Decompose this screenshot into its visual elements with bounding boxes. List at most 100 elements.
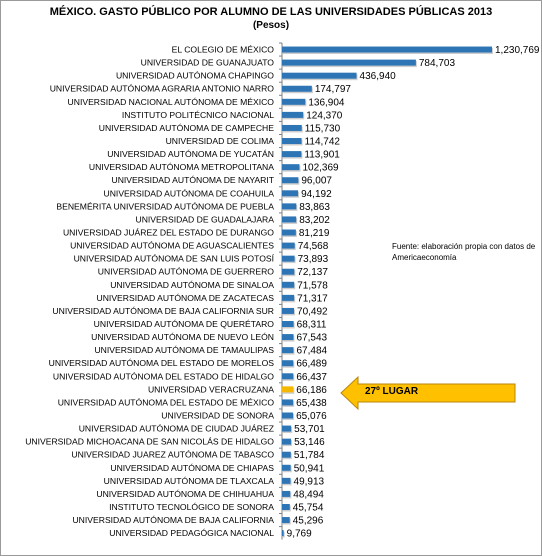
data-label: 65,438: [296, 398, 327, 409]
bar: [282, 425, 292, 432]
category-label: UNIVERSIDAD DE COLIMA: [166, 136, 275, 146]
data-label: 74,568: [298, 241, 329, 252]
source-annotation: Fuente: elaboración propia con datos de …: [392, 242, 536, 262]
bar: [282, 477, 291, 484]
data-label: 66,186: [296, 385, 327, 396]
category-label: UNIVERSIDAD AUTÓNOMA DE NUEVO LEÓN: [91, 332, 274, 342]
category-label: UNIVERSIDAD JUAREZ AUTÓNOMA DE TABASCO: [71, 450, 274, 460]
data-label: 71,317: [297, 293, 328, 304]
data-label: 72,137: [297, 267, 328, 278]
category-label: UNIVERSIDAD AUTÓNOMA DE BAJA CALIFORNIA …: [52, 306, 274, 316]
data-label: 70,492: [297, 306, 328, 317]
bar: [282, 412, 294, 419]
data-label: 784,703: [419, 58, 456, 69]
chart-title: MÉXICO. GASTO PÚBLICO POR ALUMNO DE LAS …: [49, 6, 493, 18]
category-label: UNIVERSIDAD DE GUANAJUATO: [141, 58, 275, 68]
bar: [282, 72, 357, 79]
category-label: UNIVERSIDAD AUTÓNOMA DE SINALOA: [110, 280, 274, 290]
bar: [282, 138, 302, 145]
bar: [282, 46, 492, 53]
data-label: 67,543: [297, 333, 328, 344]
category-label: UNIVERSIDAD AUTÓNOMA DEL ESTADO DE MÉXIC…: [58, 397, 275, 407]
category-label: UNIVERSIDAD VERACRUZANA: [148, 384, 274, 394]
data-label: 83,863: [299, 202, 330, 213]
bar: [282, 255, 295, 262]
bar: [282, 190, 299, 197]
bar: [282, 164, 300, 171]
category-label: UNIVERSIDAD NACIONAL AUTÓNOMA DE MÉXICO: [68, 97, 275, 107]
data-label: 96,007: [301, 176, 332, 187]
category-label: UNIVERSIDAD AUTÓNOMA DE CAMPECHE: [99, 123, 275, 133]
data-label: 136,904: [308, 97, 345, 108]
bar: [282, 229, 296, 236]
category-label: UNIVERSIDAD MICHOACANA DE SAN NICOLÁS DE…: [25, 437, 274, 447]
bar: [282, 503, 290, 510]
data-label: 45,296: [293, 516, 324, 527]
rank-callout-arrow: [340, 375, 516, 411]
category-label: UNIVERSIDAD AUTÓNOMA DE GUERRERO: [98, 267, 275, 277]
category-label: UNIVERSIDAD AUTÓNOMA CHAPINGO: [116, 71, 274, 81]
data-label: 83,202: [299, 215, 330, 226]
category-label: UNIVERSIDAD AUTÓNOMA DE YUCATÁN: [107, 149, 274, 159]
category-label: UNIVERSIDAD PEDAGÓGICA NACIONAL: [109, 528, 274, 538]
category-label: UNIVERSIDAD AUTÓNOMA DE ZACATECAS: [97, 293, 275, 303]
bar: [282, 151, 302, 158]
bar: [282, 98, 306, 105]
chart-subtitle: (Pesos): [252, 20, 290, 31]
data-label: 9,769: [287, 529, 312, 540]
category-label: UNIVERSIDAD JUÁREZ DEL ESTADO DE DURANGO: [63, 228, 274, 238]
data-label: 45,754: [293, 502, 324, 513]
category-label: EL COLEGIO DE MÉXICO: [172, 45, 275, 55]
data-label: 102,369: [302, 163, 339, 174]
data-label: 124,370: [306, 110, 343, 121]
bar: [282, 399, 294, 406]
category-label: UNIVERSIDAD AUTÓNOMA DE QUERÉTARO: [94, 319, 275, 329]
data-label: 1,230,769: [495, 45, 540, 56]
data-label: 50,941: [294, 463, 325, 474]
bar: [282, 360, 294, 367]
category-label: BENEMÉRITA UNIVERSIDAD AUTÓNOMA DE PUEBL…: [56, 201, 274, 211]
category-label: UNIVERSIDAD AUTÓNOMA DE SAN LUIS POTOSÍ: [74, 254, 275, 264]
bar: [282, 334, 294, 341]
data-label: 436,940: [360, 71, 397, 82]
category-label: UNIVERSIDAD AUTÓNOMA DE CHIAPAS: [110, 463, 274, 473]
bar: [282, 242, 295, 249]
category-label: UNIVERSIDAD AUTÓNOMA DE NAYARIT: [111, 175, 274, 185]
data-label: 49,913: [294, 476, 325, 487]
data-label: 67,484: [297, 346, 328, 357]
bar: [282, 530, 284, 537]
rank-callout-label: 27º LUGAR: [365, 386, 419, 397]
bar: [282, 177, 299, 184]
category-label: INSTITUTO TECNOLÓGICO DE SONORA: [109, 502, 274, 512]
data-label: 174,797: [315, 84, 352, 95]
category-label: UNIVERSIDAD DE GUADALAJARA: [136, 214, 275, 224]
data-label: 73,893: [298, 254, 329, 265]
category-label: UNIVERSIDAD AUTÓNOMA AGRARIA ANTONIO NAR…: [50, 84, 275, 94]
bar-shadow: [283, 531, 285, 538]
bar: [282, 59, 416, 66]
data-label: 113,901: [304, 150, 340, 161]
bar: [282, 373, 294, 380]
bar: [282, 294, 295, 301]
bar: [282, 111, 304, 118]
category-label: UNIVERSIDAD AUTÓNOMA METROPOLITANA: [89, 162, 274, 172]
bar: [282, 281, 295, 288]
category-label: UNIVERSIDAD AUTÓNOMA DE TLAXCALA: [104, 476, 275, 486]
category-label: UNIVERSIDAD AUTÓNOMA DE CHIHUAHUA: [96, 489, 274, 499]
data-label: 71,578: [297, 280, 328, 291]
data-label: 81,219: [299, 228, 330, 239]
data-label: 94,192: [301, 189, 332, 200]
category-label: UNIVERSIDAD AUTÓNOMA DEL ESTADO DE MOREL…: [49, 358, 275, 368]
category-label: UNIVERSIDAD DE SONORA: [161, 410, 274, 420]
category-label: UNIVERSIDAD AUTÓNOMA DEL ESTADO DE HIDAL…: [53, 371, 274, 381]
bar: [282, 347, 294, 354]
data-label: 51,784: [294, 450, 325, 461]
bar: [282, 85, 312, 92]
category-label: UNIVERSIDAD AUTÓNOMA DE AGUASCALIENTES: [70, 241, 274, 251]
data-label: 66,437: [296, 372, 327, 383]
bar: [282, 321, 294, 328]
data-label: 48,494: [293, 489, 324, 500]
bar: [282, 216, 297, 223]
